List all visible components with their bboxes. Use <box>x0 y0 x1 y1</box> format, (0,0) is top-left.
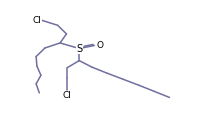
Text: O: O <box>96 41 103 50</box>
Text: Cl: Cl <box>63 91 72 100</box>
Text: Cl: Cl <box>32 16 41 24</box>
Text: S: S <box>76 43 82 53</box>
